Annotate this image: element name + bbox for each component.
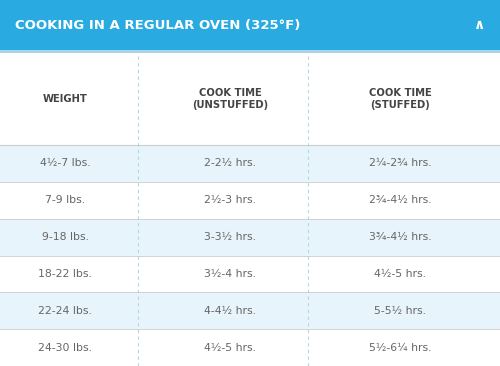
Text: WEIGHT: WEIGHT: [42, 94, 88, 104]
Text: 2½-3 hrs.: 2½-3 hrs.: [204, 195, 256, 205]
Text: 5-5½ hrs.: 5-5½ hrs.: [374, 306, 426, 316]
Bar: [0, 50, 500, 53]
Text: 3½-4 hrs.: 3½-4 hrs.: [204, 269, 256, 279]
Text: 9-18 lbs.: 9-18 lbs.: [42, 232, 88, 242]
Text: 24-30 lbs.: 24-30 lbs.: [38, 343, 92, 352]
Text: COOK TIME
(STUFFED): COOK TIME (STUFFED): [368, 88, 432, 110]
Text: 2¾-4½ hrs.: 2¾-4½ hrs.: [368, 195, 432, 205]
Text: COOK TIME
(UNSTUFFED): COOK TIME (UNSTUFFED): [192, 88, 268, 110]
Text: 2-2½ hrs.: 2-2½ hrs.: [204, 158, 256, 168]
Bar: [0, 219, 500, 255]
Bar: [0, 292, 500, 329]
Text: 18-22 lbs.: 18-22 lbs.: [38, 269, 92, 279]
Bar: [0, 145, 500, 182]
Text: 4-4½ hrs.: 4-4½ hrs.: [204, 306, 256, 316]
Text: 4½-7 lbs.: 4½-7 lbs.: [40, 158, 90, 168]
Bar: [0, 255, 500, 292]
Bar: [0, 53, 500, 145]
Bar: [0, 182, 500, 219]
Text: 22-24 lbs.: 22-24 lbs.: [38, 306, 92, 316]
Text: 7-9 lbs.: 7-9 lbs.: [45, 195, 85, 205]
Text: COOKING IN A REGULAR OVEN (325°F): COOKING IN A REGULAR OVEN (325°F): [15, 19, 300, 31]
Text: ∧: ∧: [474, 18, 485, 32]
Text: 3-3½ hrs.: 3-3½ hrs.: [204, 232, 256, 242]
Bar: [0, 329, 500, 366]
Text: 3¾-4½ hrs.: 3¾-4½ hrs.: [368, 232, 432, 242]
Bar: [0, 0, 500, 50]
Text: 5½-6¼ hrs.: 5½-6¼ hrs.: [369, 343, 431, 352]
Text: 2¼-2¾ hrs.: 2¼-2¾ hrs.: [368, 158, 432, 168]
Text: 4½-5 hrs.: 4½-5 hrs.: [374, 269, 426, 279]
Text: 4½-5 hrs.: 4½-5 hrs.: [204, 343, 256, 352]
